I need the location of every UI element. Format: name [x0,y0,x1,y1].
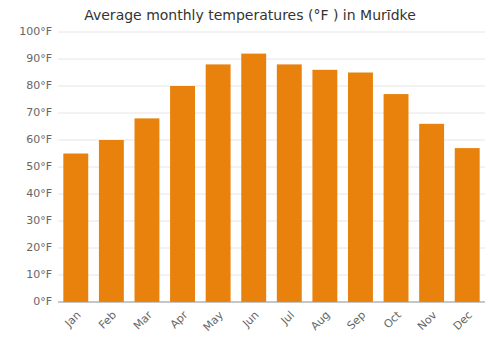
bar [241,54,266,302]
grid-line [58,86,485,87]
bar [99,140,124,302]
bar [277,64,302,302]
x-tick-label: Jul [278,309,297,328]
y-tick-label: 90°F [26,52,52,65]
y-tick-label: 70°F [26,106,52,119]
bar [63,154,88,303]
grid-line [58,32,485,33]
x-tick-label: Aug [308,309,332,333]
y-tick-label: 50°F [26,160,52,173]
bars [63,54,479,302]
x-tick-label: Dec [451,309,475,333]
title: Average monthly temperatures (°F ) in Mu… [84,7,416,23]
bar [312,70,337,302]
bar [206,64,231,302]
grid-line [58,113,485,114]
bar [419,124,444,302]
bar [348,73,373,303]
grid-line [58,59,485,60]
x-tick-label: Sep [344,309,368,333]
x-tick-label: Apr [168,308,191,331]
grid-line [58,302,485,303]
grid [58,32,485,302]
y-tick-label: 60°F [26,133,52,146]
y-tick-label: 0°F [33,295,52,308]
x-tick-label: Mar [131,308,155,332]
y-tick-label: 30°F [26,214,52,227]
x-axis [58,302,485,303]
x-tick-label: Feb [96,309,119,332]
x-tick-label: Oct [381,308,404,331]
bar [135,118,160,302]
chart: 0°F 10°F 20°F 30°F 40°F 50°F 60°F 70°F 80°F 90°F 1… [0,0,500,350]
chart-container: 0°F 10°F 20°F 30°F 40°F 50°F 60°F 70°F 80°F 90°F 1… [0,0,500,350]
y-tick-label: 20°F [26,241,52,254]
bar [170,86,195,302]
y-tick-label: 80°F [26,79,52,92]
x-tick-label: Jan [62,309,84,331]
y-tick-label: 10°F [26,268,52,281]
x-tick-label: Nov [415,308,440,333]
y-tick-label: 100°F [19,25,52,38]
x-tick-label: May [201,308,227,334]
x-tick-label: Jun [239,309,261,331]
bar [455,148,480,302]
bar [384,94,409,302]
y-tick-label: 40°F [26,187,52,200]
